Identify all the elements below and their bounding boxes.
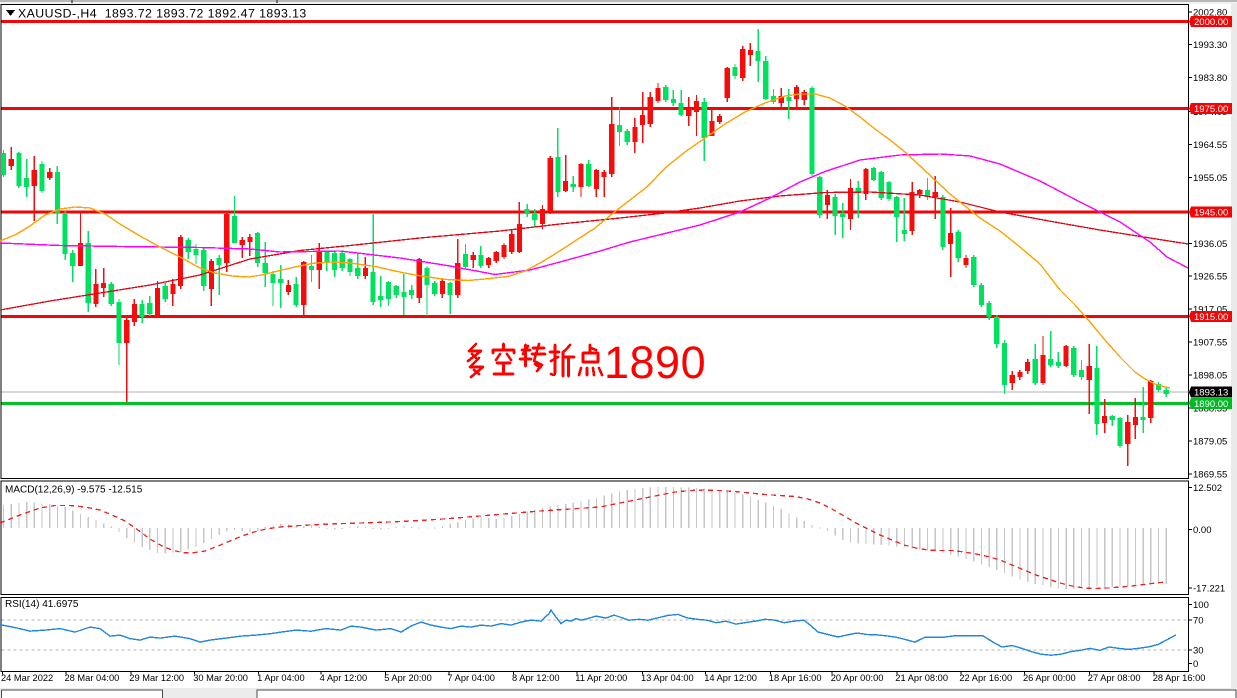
svg-text:1888.55: 1888.55 [1193, 404, 1227, 415]
svg-text:20 Apr 00:00: 20 Apr 00:00 [831, 673, 884, 683]
svg-text:XAUUSD-,H4 1893.72 1893.72 18: XAUUSD-,H4 1893.72 1893.72 1892.47 1893.… [18, 7, 307, 21]
svg-text:0.00: 0.00 [1193, 525, 1212, 536]
svg-text:1890.00: 1890.00 [1194, 399, 1228, 410]
svg-text:22 Apr 16:00: 22 Apr 16:00 [959, 673, 1012, 683]
svg-text:1964.55: 1964.55 [1193, 140, 1227, 151]
svg-text:100: 100 [1193, 600, 1209, 611]
svg-text:8 Apr 12:00: 8 Apr 12:00 [512, 673, 560, 683]
svg-text:5 Apr 20:00: 5 Apr 20:00 [384, 673, 432, 683]
svg-text:1983.80: 1983.80 [1193, 73, 1227, 84]
svg-text:-17.221: -17.221 [1193, 584, 1225, 595]
svg-text:29 Mar 12:00: 29 Mar 12:00 [129, 673, 184, 683]
svg-text:1890: 1890 [604, 337, 706, 388]
svg-text:MACD(12,26,9) -9.575 -12.515: MACD(12,26,9) -9.575 -12.515 [5, 485, 143, 496]
svg-text:1936.05: 1936.05 [1193, 239, 1227, 250]
svg-text:1926.55: 1926.55 [1193, 272, 1227, 283]
svg-text:18 Apr 16:00: 18 Apr 16:00 [769, 673, 822, 683]
svg-text:70: 70 [1193, 616, 1204, 627]
svg-text:2000.00: 2000.00 [1194, 17, 1228, 28]
svg-text:1898.05: 1898.05 [1193, 371, 1227, 382]
svg-text:1917.05: 1917.05 [1193, 305, 1227, 316]
svg-text:0: 0 [1193, 659, 1198, 670]
svg-text:1993.30: 1993.30 [1193, 40, 1227, 51]
svg-text:1 Apr 04:00: 1 Apr 04:00 [257, 673, 305, 683]
svg-text:1893.13: 1893.13 [1194, 388, 1228, 399]
svg-text:1975.00: 1975.00 [1194, 104, 1228, 115]
svg-text:28 Apr 16:00: 28 Apr 16:00 [1153, 673, 1206, 683]
svg-text:7 Apr 04:00: 7 Apr 04:00 [447, 673, 495, 683]
svg-text:30: 30 [1193, 646, 1204, 657]
svg-text:30 Mar 20:00: 30 Mar 20:00 [193, 673, 248, 683]
svg-text:12.502: 12.502 [1193, 483, 1222, 494]
svg-text:1955.05: 1955.05 [1193, 173, 1227, 184]
svg-text:24 Mar 2022: 24 Mar 2022 [1, 673, 53, 683]
svg-text:13 Apr 04:00: 13 Apr 04:00 [641, 673, 694, 683]
svg-text:28 Mar 04:00: 28 Mar 04:00 [65, 673, 120, 683]
svg-text:27 Apr 08:00: 27 Apr 08:00 [1088, 673, 1141, 683]
svg-text:1915.00: 1915.00 [1194, 312, 1228, 323]
svg-text:RSI(14) 41.6975: RSI(14) 41.6975 [5, 599, 79, 610]
svg-text:1879.05: 1879.05 [1193, 437, 1227, 448]
svg-text:1945.00: 1945.00 [1194, 208, 1228, 219]
svg-text:4 Apr 12:00: 4 Apr 12:00 [320, 673, 368, 683]
svg-text:21 Apr 08:00: 21 Apr 08:00 [895, 673, 948, 683]
svg-text:1907.55: 1907.55 [1193, 338, 1227, 349]
svg-text:11 Apr 20:00: 11 Apr 20:00 [575, 673, 627, 683]
svg-text:26 Apr 00:00: 26 Apr 00:00 [1023, 673, 1076, 683]
svg-text:2002.80: 2002.80 [1193, 7, 1227, 18]
svg-text:14 Apr 12:00: 14 Apr 12:00 [704, 673, 757, 683]
svg-text:1869.55: 1869.55 [1193, 469, 1227, 480]
